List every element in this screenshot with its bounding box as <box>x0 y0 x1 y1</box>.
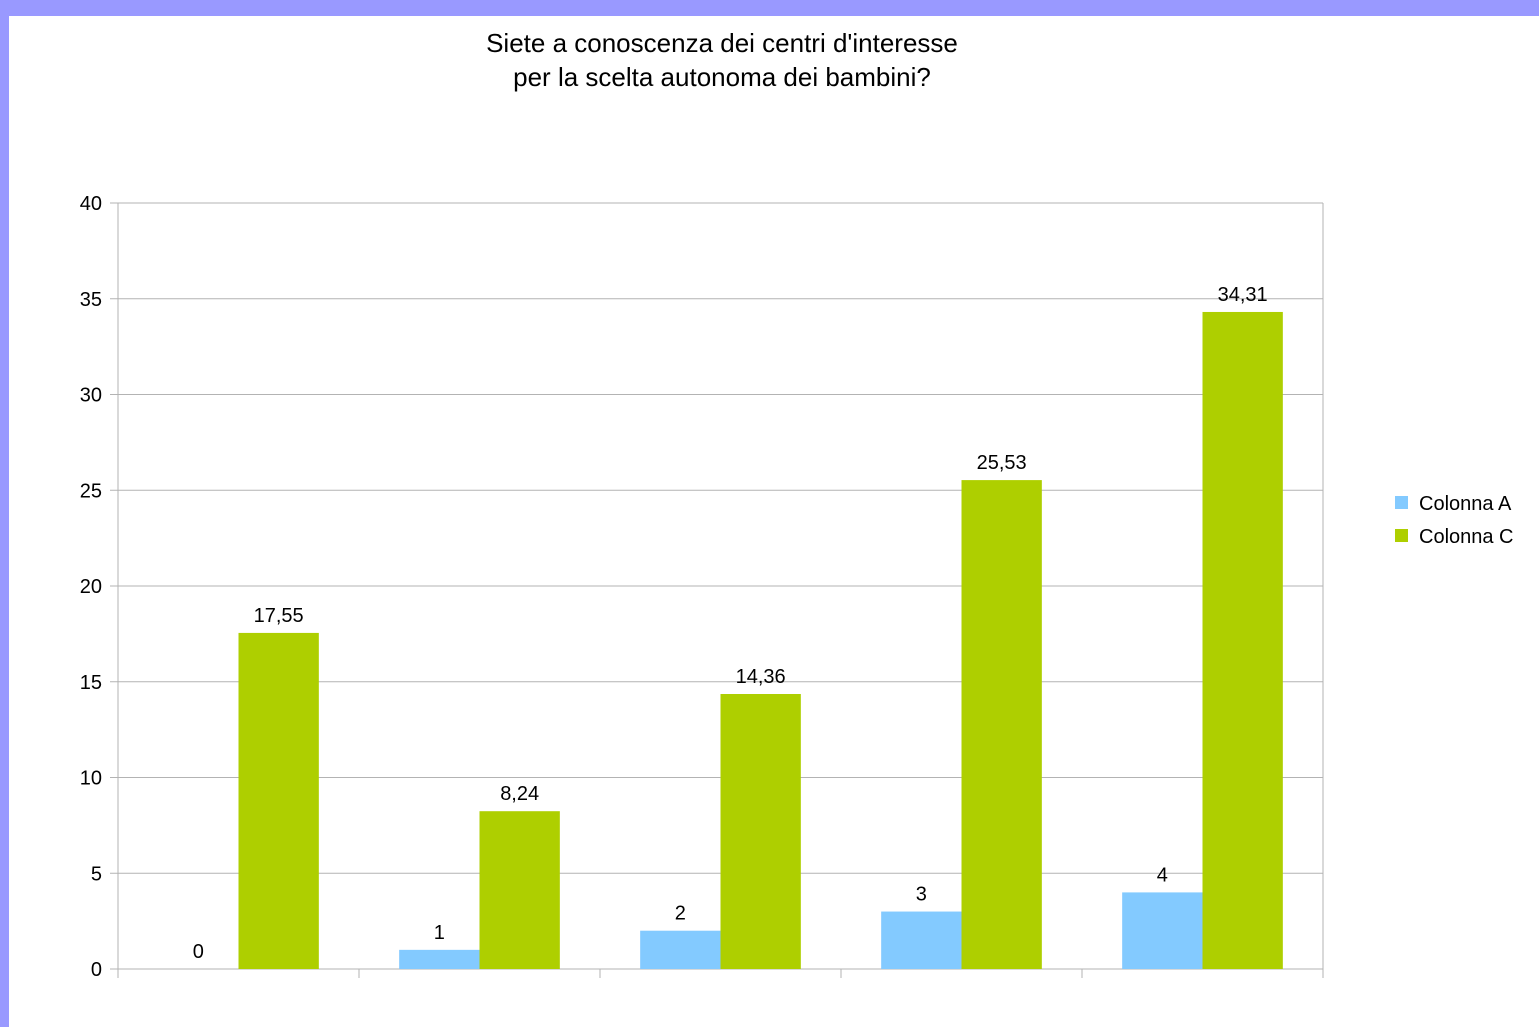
data-label: 2 <box>675 903 686 925</box>
chart-title: Siete a conoscenza dei centri d'interess… <box>486 28 958 92</box>
legend-label: Colonna A <box>1419 493 1512 515</box>
bar <box>720 694 801 969</box>
legend-swatch <box>1395 496 1408 509</box>
y-tick-label: 25 <box>80 480 102 502</box>
legend: Colonna A Colonna C <box>1395 493 1514 548</box>
bar <box>399 949 480 969</box>
legend-label: Colonna C <box>1419 526 1514 548</box>
data-label: 34,31 <box>1218 284 1268 306</box>
y-axis-ticks: 0 5 10 15 20 25 30 35 40 <box>80 193 102 981</box>
bar <box>961 480 1042 969</box>
y-tick-label: 15 <box>80 672 102 694</box>
data-labels: 0 1 2 3 4 17,55 8,24 14,36 25,53 34,31 <box>193 284 1268 963</box>
data-label: 3 <box>916 884 927 906</box>
y-tick-label: 40 <box>80 193 102 215</box>
bar <box>1202 311 1283 969</box>
bar <box>881 911 962 969</box>
bar <box>1122 892 1203 969</box>
slide-frame-left <box>0 0 9 1027</box>
y-tick-label: 0 <box>91 959 102 981</box>
data-label: 17,55 <box>254 605 304 627</box>
y-tick-label: 20 <box>80 576 102 598</box>
data-label: 14,36 <box>736 666 786 688</box>
legend-swatch <box>1395 529 1408 542</box>
data-label: 8,24 <box>500 783 539 805</box>
y-tick-label: 5 <box>91 863 102 885</box>
data-label: 25,53 <box>977 452 1027 474</box>
data-label: 0 <box>193 941 204 963</box>
slide-frame-top <box>0 0 1539 16</box>
y-tick-label: 35 <box>80 289 102 311</box>
y-tick-label: 30 <box>80 385 102 407</box>
y-tick-label: 10 <box>80 768 102 790</box>
data-label: 4 <box>1157 864 1168 886</box>
bar <box>640 930 721 969</box>
bars <box>238 311 1283 969</box>
bar <box>479 811 560 969</box>
data-label: 1 <box>434 922 445 944</box>
bar <box>238 632 319 969</box>
